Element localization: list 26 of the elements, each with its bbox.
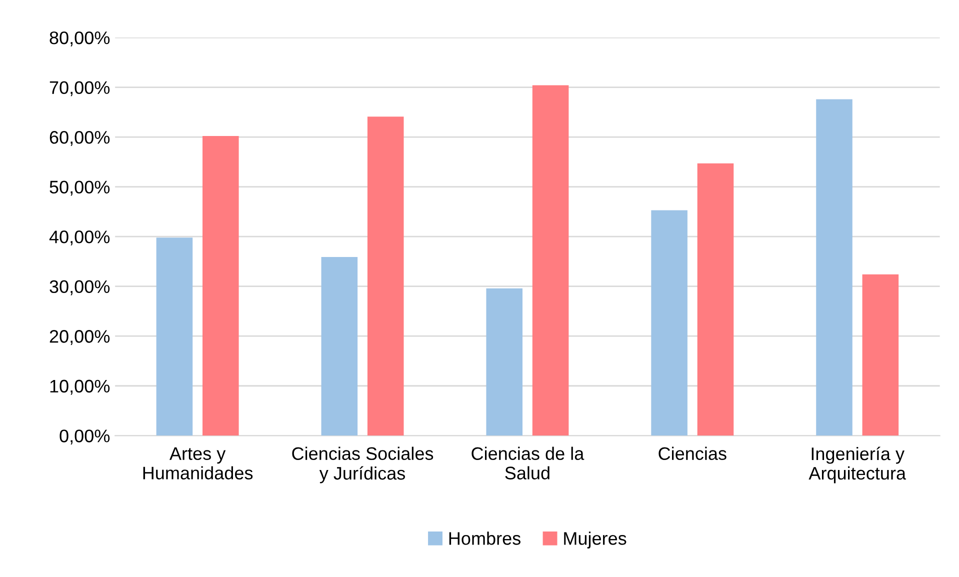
y-tick-label: 10,00% [50,380,110,395]
x-tick-label: Ingeniería y Arquitectura [808,446,906,484]
bar [532,85,569,436]
bar [156,238,193,436]
y-tick-label: 70,00% [50,81,110,96]
x-tick-label: Ciencias [658,446,726,460]
bar [486,288,522,436]
bar [816,99,852,436]
bar [697,163,734,436]
bar [321,256,358,436]
y-tick-label: 20,00% [50,330,110,345]
bar [202,136,239,436]
y-tick-label: 30,00% [50,280,110,296]
y-tick-label: 40,00% [49,230,110,246]
bar [367,116,404,436]
y-tick-label: 50,00% [50,180,110,196]
x-tick-label: Ciencias de la Salud [472,446,584,480]
legend-label: Hombres [449,532,520,545]
y-tick-label: 60,00% [50,130,110,146]
bar [862,274,899,436]
y-tick-label: 0,00% [60,430,110,444]
bar [651,210,688,436]
x-tick-label: Ciencias Sociales y Jurídicas [292,446,434,484]
legend-label: Mujeres [564,532,626,548]
y-tick-label: 80,00% [50,31,110,46]
x-tick-label: Artes y Humanidades [143,447,253,480]
